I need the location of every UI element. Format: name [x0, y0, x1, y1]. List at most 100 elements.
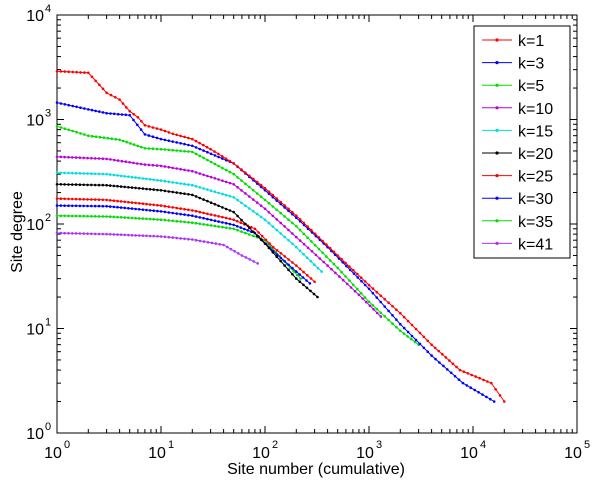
series-point: [101, 204, 105, 208]
series-point: [109, 112, 112, 115]
series-point: [252, 234, 255, 238]
series-point: [399, 311, 402, 315]
y-tick-label: 10 2: [26, 212, 51, 234]
series-point: [171, 219, 174, 223]
series-point: [79, 106, 82, 109]
series-point: [130, 233, 134, 237]
series-point: [134, 216, 137, 220]
series-point: [267, 201, 271, 205]
series-point: [379, 315, 383, 318]
series-point: [112, 173, 116, 177]
series-point: [63, 103, 67, 106]
series-point: [213, 224, 217, 228]
series-point: [175, 206, 178, 210]
x-tick-exp: 4: [480, 439, 486, 451]
series-point: [482, 378, 485, 382]
series-point: [486, 380, 489, 383]
series-point: [379, 311, 383, 315]
series-point: [116, 205, 119, 209]
series-point: [387, 318, 390, 322]
series-point: [202, 187, 205, 190]
series-point: [240, 201, 243, 205]
series-layer: [55, 69, 506, 403]
series-point: [155, 136, 159, 140]
series-point: [183, 182, 186, 186]
series-point: [74, 171, 78, 175]
series-point: [263, 198, 267, 202]
series-point: [194, 171, 198, 174]
series-point: [71, 197, 74, 201]
series-point: [244, 231, 247, 235]
series-point: [239, 221, 243, 224]
series-point: [183, 213, 186, 216]
series-point: [148, 188, 152, 191]
series-point: [267, 246, 271, 250]
series-point: [298, 228, 302, 232]
series-point: [283, 264, 286, 267]
series-point: [287, 268, 290, 272]
series-point: [406, 335, 409, 338]
series-point: [127, 207, 130, 210]
series-point: [198, 222, 202, 226]
series-point: [287, 258, 290, 261]
series-point: [116, 199, 119, 203]
series-k-20: [55, 183, 319, 299]
series-point: [271, 225, 275, 228]
series-point: [325, 243, 328, 246]
series-point: [217, 225, 220, 228]
series-point: [191, 214, 194, 217]
legend-label: k=3: [518, 56, 544, 73]
legend-marker: [495, 219, 499, 223]
series-point: [298, 267, 302, 271]
series-point: [63, 214, 66, 218]
series-point: [134, 201, 137, 205]
series-point: [359, 292, 363, 295]
series-point: [116, 233, 119, 236]
y-tick-label: 10 4: [26, 3, 51, 25]
series-point: [298, 239, 302, 242]
series-point: [275, 228, 279, 232]
series-point: [145, 234, 148, 238]
series-point: [191, 209, 194, 212]
series-point: [414, 338, 418, 342]
series-point: [259, 215, 263, 219]
series-point: [112, 205, 116, 209]
series-point: [360, 279, 363, 283]
series-point: [287, 228, 290, 232]
series-point: [348, 265, 351, 268]
series-point: [198, 172, 202, 175]
series-point: [363, 283, 367, 287]
series-point: [461, 381, 465, 385]
series-point: [59, 197, 63, 200]
series-point: [236, 186, 239, 189]
series-point: [217, 152, 220, 156]
series-point: [93, 232, 97, 236]
series-point: [410, 323, 414, 327]
series-point: [86, 232, 89, 235]
y-tick-label: 10 1: [26, 317, 51, 339]
series-point: [110, 137, 114, 140]
series-point: [283, 204, 286, 207]
series-point: [305, 256, 309, 260]
series-point: [63, 204, 66, 207]
series-point: [179, 212, 182, 216]
series-point: [340, 257, 343, 261]
series-point: [263, 189, 267, 192]
series-point: [240, 168, 243, 171]
series-point: [451, 362, 455, 366]
series-point: [116, 112, 120, 116]
series-point: [248, 226, 251, 230]
series-point: [71, 156, 74, 159]
series-point: [298, 280, 302, 284]
series-point: [183, 149, 186, 153]
series-point: [141, 177, 145, 180]
series-point: [448, 359, 451, 362]
series-point: [116, 184, 119, 188]
series-point: [205, 145, 209, 149]
series-point: [308, 282, 312, 285]
series-point: [167, 131, 171, 134]
series-point: [71, 183, 74, 186]
series-point: [209, 152, 213, 156]
series-point: [67, 197, 70, 201]
series-point: [152, 234, 155, 238]
